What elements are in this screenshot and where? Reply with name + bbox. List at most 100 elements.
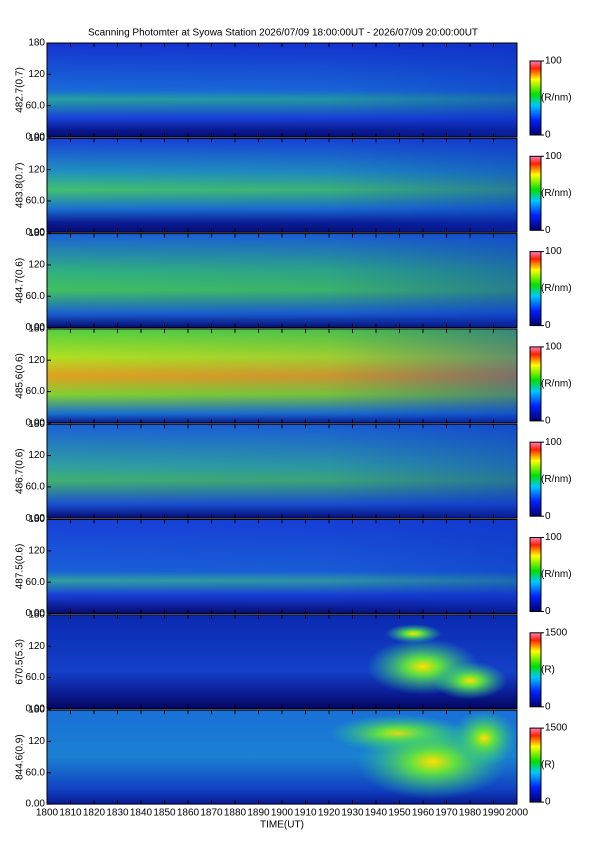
y-tick-label: 0.00 xyxy=(26,132,46,143)
colorbar-tick-label: 0 xyxy=(545,606,551,617)
x-tick-label: 1890 xyxy=(247,808,270,819)
colorbar-label: (R/nm) xyxy=(541,283,572,294)
heatmap-fade xyxy=(47,138,517,233)
colorbar-tick-label: 100 xyxy=(545,532,562,543)
aurora-patch xyxy=(432,661,508,700)
y-tick-label: 0.00 xyxy=(26,608,46,619)
y-axis-label: 483.8(0.7) xyxy=(15,163,26,209)
colorbar-tick-label: 0 xyxy=(545,225,551,236)
colorbar-tick-label: 100 xyxy=(545,56,562,67)
colorbar-tick-label: 0 xyxy=(545,511,551,522)
colorbar xyxy=(529,632,542,708)
colorbar-tick-label: 0 xyxy=(545,701,551,712)
y-tick-label: 120 xyxy=(28,355,45,366)
y-axis-label: 486.7(0.6) xyxy=(15,448,26,494)
y-tick-label: 180 xyxy=(28,133,45,144)
x-tick-label: 1940 xyxy=(365,808,388,819)
colorbar-tick-label: 1500 xyxy=(545,723,568,734)
colorbar-tick-label: 0 xyxy=(545,130,551,141)
y-tick-label: 180 xyxy=(28,514,45,525)
x-tick-label: 1880 xyxy=(224,808,247,819)
x-tick-label: 1980 xyxy=(459,808,482,819)
colorbar xyxy=(529,346,542,422)
colorbar-tick-label: 0 xyxy=(545,416,551,427)
y-tick-label: 120 xyxy=(28,736,45,747)
colorbar-tick-label: 100 xyxy=(545,151,562,162)
y-tick-label: 0.00 xyxy=(26,322,46,333)
y-tick-label: 120 xyxy=(28,641,45,652)
heatmap-fade xyxy=(47,519,517,614)
colorbar xyxy=(529,727,542,803)
y-tick-label: 60.0 xyxy=(26,196,46,207)
x-tick-label: 1950 xyxy=(388,808,411,819)
heatmap-fade xyxy=(47,328,517,423)
y-tick-label: 120 xyxy=(28,450,45,461)
colorbar-label: (R/nm) xyxy=(541,379,572,390)
y-tick-label: 180 xyxy=(28,705,45,716)
colorbar xyxy=(529,251,542,327)
y-tick-label: 180 xyxy=(28,228,45,239)
y-tick-label: 60.0 xyxy=(26,100,46,111)
colorbar-label: (R) xyxy=(541,760,555,771)
x-tick-label: 1990 xyxy=(482,808,505,819)
colorbar-label: (R/nm) xyxy=(541,569,572,580)
colorbar-tick-label: 100 xyxy=(545,342,562,353)
y-tick-label: 180 xyxy=(28,324,45,335)
heatmap-fade xyxy=(47,43,517,137)
y-tick-label: 120 xyxy=(28,164,45,175)
y-axis-label: 484.7(0.6) xyxy=(15,258,26,304)
x-axis-label: TIME(UT) xyxy=(260,820,304,831)
y-axis-label: 844.6(0.9) xyxy=(15,734,26,780)
x-tick-label: 1960 xyxy=(412,808,435,819)
colorbar-label: (R/nm) xyxy=(541,188,572,199)
heatmap-fade xyxy=(47,424,517,519)
x-tick-label: 1850 xyxy=(153,808,176,819)
y-tick-label: 60.0 xyxy=(26,291,46,302)
x-tick-label: 1810 xyxy=(59,808,82,819)
colorbar-tick-label: 0 xyxy=(545,797,551,808)
aurora-patch xyxy=(385,624,442,643)
colorbar xyxy=(529,441,542,517)
x-tick-label: 1910 xyxy=(294,808,317,819)
x-tick-label: 1870 xyxy=(200,808,223,819)
colorbar-tick-label: 1500 xyxy=(545,627,568,638)
y-tick-label: 60.0 xyxy=(26,577,46,588)
y-tick-label: 60.0 xyxy=(26,386,46,397)
x-tick-label: 1900 xyxy=(271,808,294,819)
colorbar-label: (R) xyxy=(541,664,555,675)
y-tick-label: 0.00 xyxy=(26,227,46,238)
y-axis-label: 482.7(0.7) xyxy=(15,67,26,113)
y-tick-label: 120 xyxy=(28,260,45,271)
x-tick-label: 1930 xyxy=(341,808,364,819)
y-tick-label: 0.00 xyxy=(26,418,46,429)
x-tick-label: 1800 xyxy=(36,808,59,819)
aurora-patch xyxy=(451,710,517,767)
y-tick-label: 0.00 xyxy=(26,513,46,524)
x-tick-label: 2000 xyxy=(506,808,529,819)
x-tick-label: 1920 xyxy=(318,808,341,819)
y-tick-label: 0.00 xyxy=(26,799,46,810)
y-axis-label: 485.6(0.6) xyxy=(15,353,26,399)
y-tick-label: 180 xyxy=(28,419,45,430)
colorbar xyxy=(529,60,542,136)
colorbar-tick-label: 0 xyxy=(545,320,551,331)
y-axis-label: 670.5(5.3) xyxy=(15,639,26,685)
colorbar-label: (R/nm) xyxy=(541,474,572,485)
colorbar xyxy=(529,155,542,231)
y-tick-label: 60.0 xyxy=(26,767,46,778)
y-tick-label: 180 xyxy=(28,38,45,49)
y-tick-label: 60.0 xyxy=(26,672,46,683)
heatmap-fade xyxy=(47,233,517,328)
x-tick-label: 1860 xyxy=(177,808,200,819)
x-tick-label: 1840 xyxy=(130,808,153,819)
y-tick-label: 60.0 xyxy=(26,482,46,493)
x-tick-label: 1830 xyxy=(106,808,129,819)
y-tick-label: 120 xyxy=(28,545,45,556)
colorbar-tick-label: 100 xyxy=(545,246,562,257)
x-tick-label: 1820 xyxy=(83,808,106,819)
colorbar xyxy=(529,537,542,612)
y-axis-label: 487.5(0.6) xyxy=(15,544,26,590)
figure-title: Scanning Photomter at Syowa Station 2026… xyxy=(88,28,478,39)
y-tick-label: 0.00 xyxy=(26,703,46,714)
